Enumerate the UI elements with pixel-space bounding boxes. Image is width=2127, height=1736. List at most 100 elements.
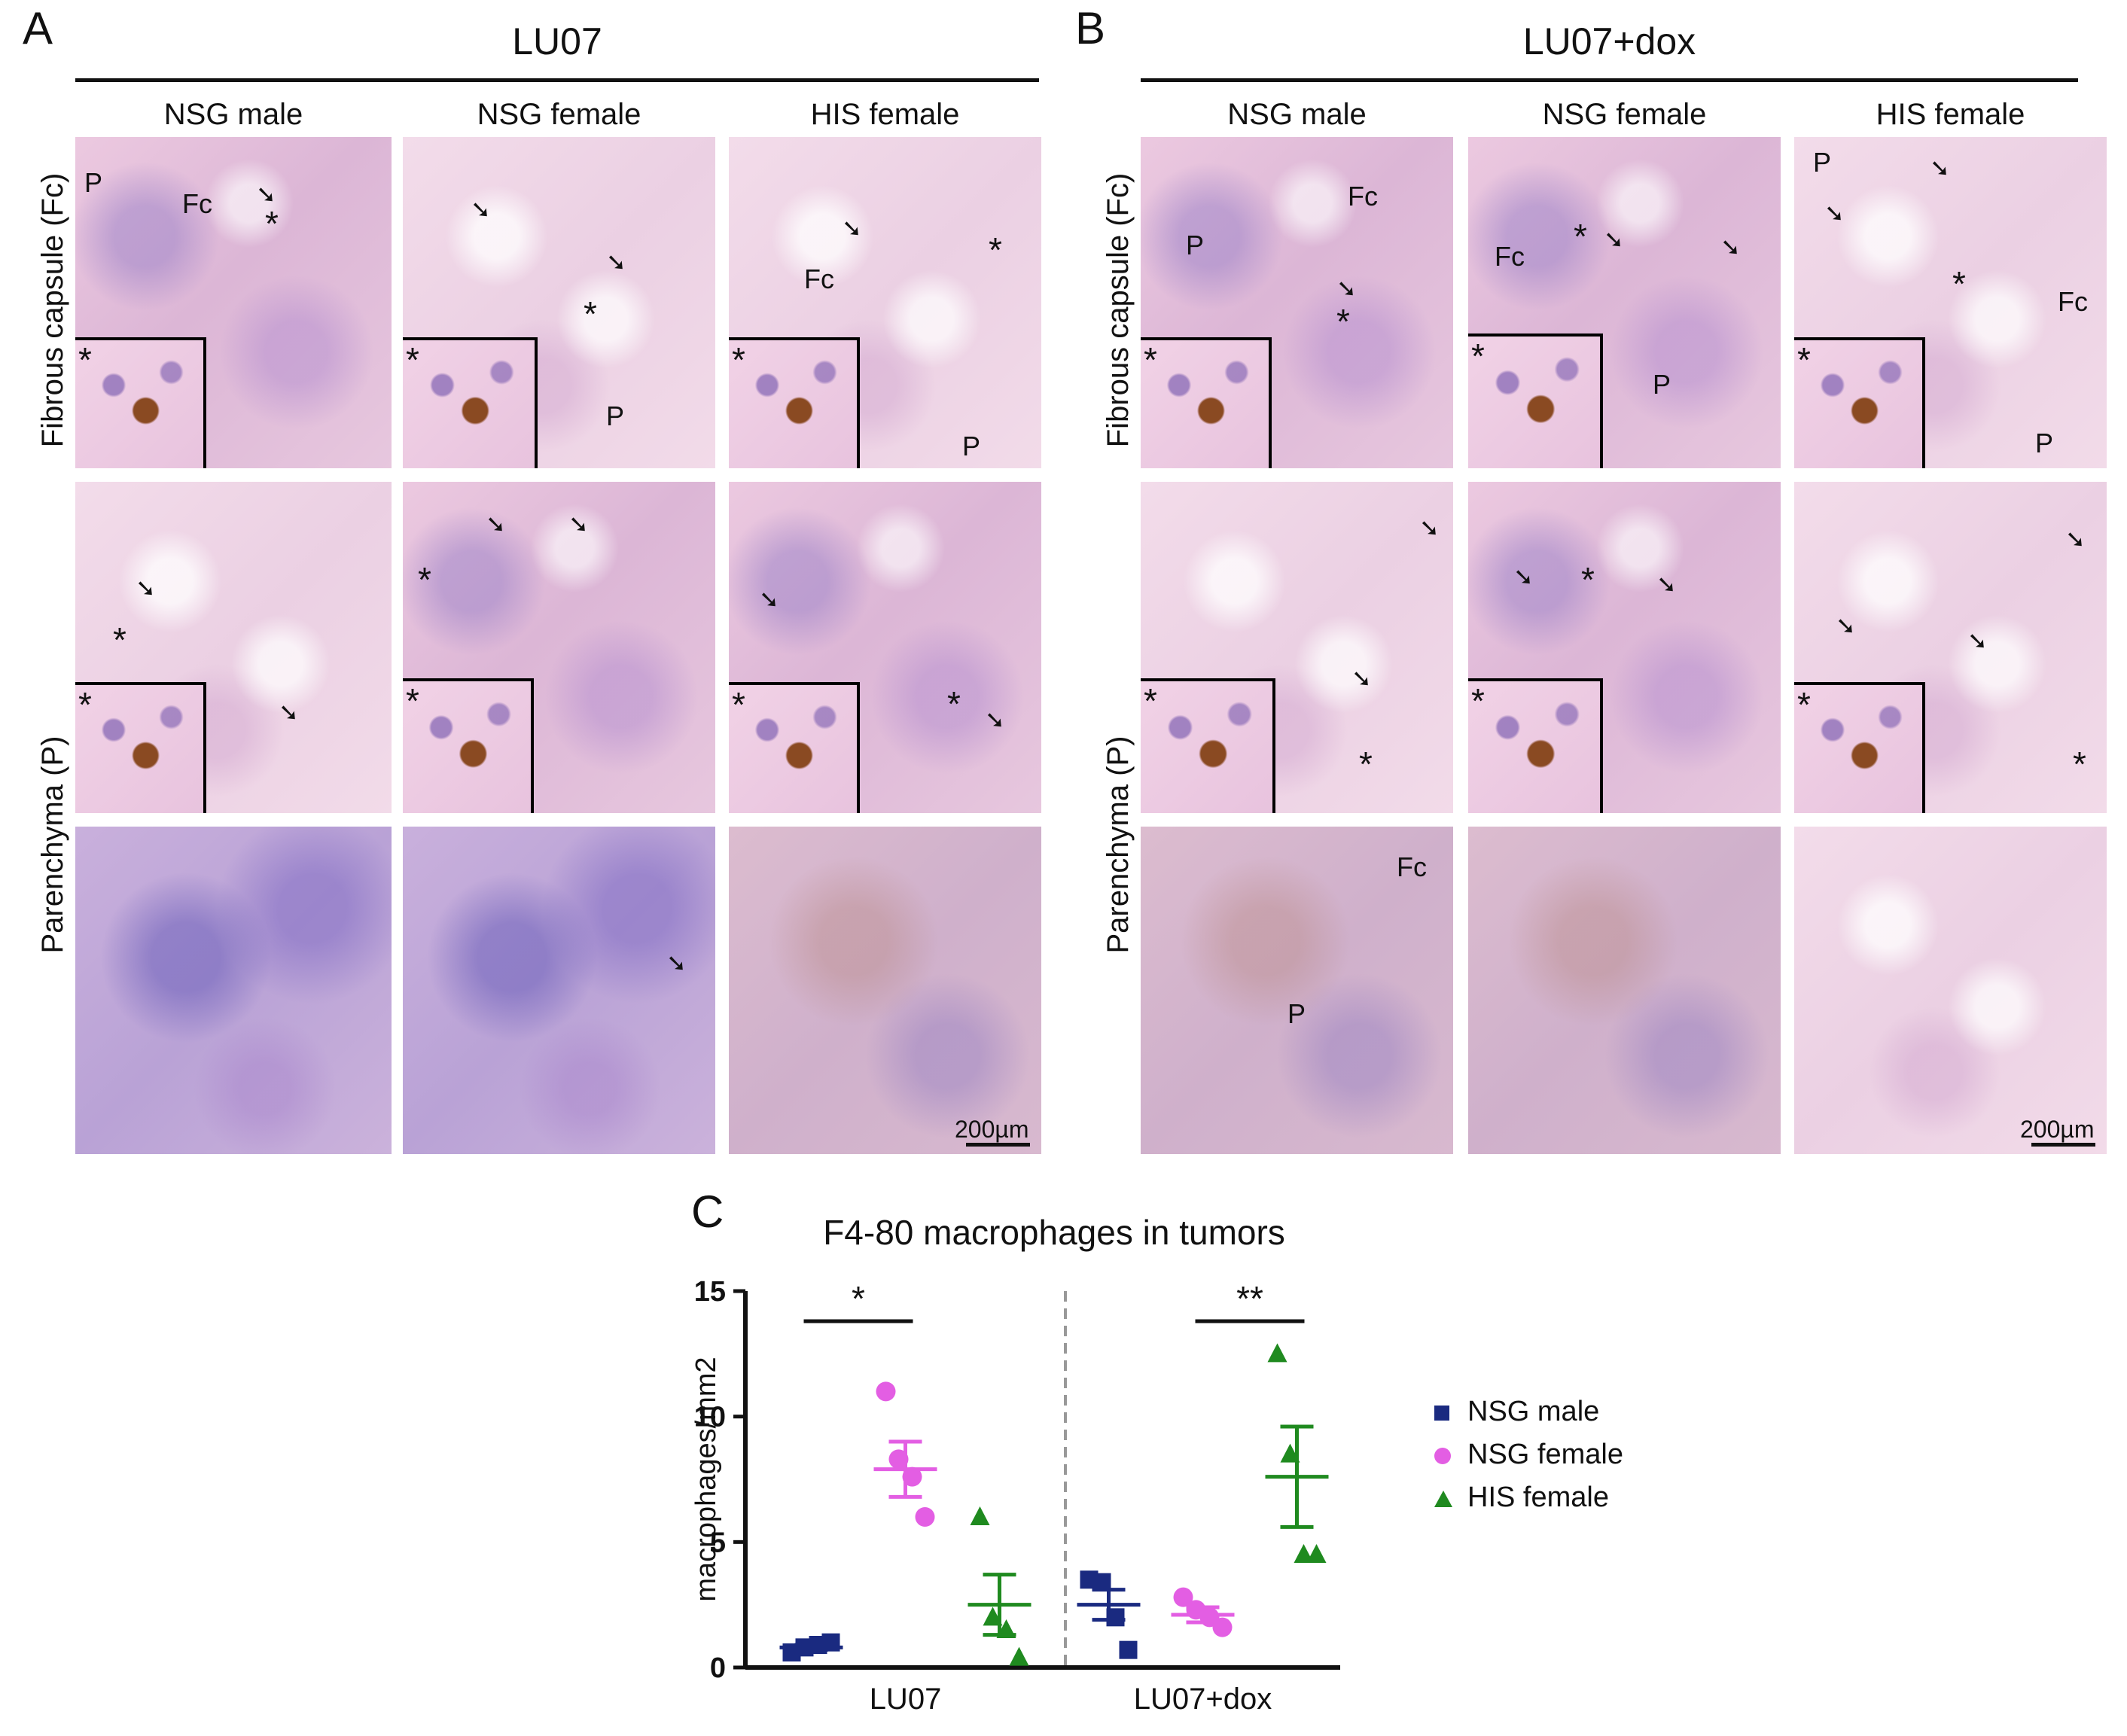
data-point-triangle xyxy=(1009,1646,1029,1666)
tile-label-p: P xyxy=(2035,428,2054,458)
tile-star: * xyxy=(1581,560,1595,599)
tile-arrow: ➘ xyxy=(759,586,779,613)
tile-inset: * xyxy=(729,682,860,813)
tile-inset: * xyxy=(403,337,538,468)
legend-nsg-female: NSG female xyxy=(1434,1439,1623,1470)
scale-bar-label: 200µm xyxy=(955,1116,1029,1143)
tile-label-p: P xyxy=(962,431,981,461)
tile-star: * xyxy=(2073,745,2086,784)
row-label-a-parenchyma: Parenchyma (P) xyxy=(36,736,69,954)
panel-a-letter: A xyxy=(23,3,53,53)
tile-inset: * xyxy=(403,678,534,813)
tile-a-fc-nsg-female: ➘ ➘ * P * xyxy=(403,137,715,468)
data-point-triangle xyxy=(970,1506,990,1525)
inset-star: * xyxy=(1144,340,1157,379)
tile-star: * xyxy=(584,294,597,333)
tile-label-fc: Fc xyxy=(2058,286,2088,317)
tile-arrow: ➘ xyxy=(606,248,626,276)
row-label-a-fibrous-capsule: Fibrous capsule (Fc) xyxy=(36,172,69,448)
tile-arrow: ➘ xyxy=(2065,525,2086,553)
inset-star: * xyxy=(1797,685,1811,724)
tile-label-p: P xyxy=(1186,230,1205,260)
col-header-b-nsg-female: NSG female xyxy=(1542,98,1707,131)
tile-star: * xyxy=(1574,217,1587,256)
panel-b-rule xyxy=(1141,78,2078,82)
col-header-b-his-female: HIS female xyxy=(1876,98,2025,131)
tile-arrow: ➘ xyxy=(279,699,299,726)
tile-arrow: ➘ xyxy=(1513,563,1534,590)
tile-arrow: ➘ xyxy=(471,196,491,223)
data-point-circle xyxy=(915,1507,935,1527)
inset-star: * xyxy=(732,340,745,379)
tile-a-fc-his-female: Fc ➘ * P * xyxy=(729,137,1041,468)
tile-arrow: ➘ xyxy=(1836,612,1856,639)
chart-title: F4-80 macrophages in tumors xyxy=(823,1213,1285,1252)
significance-label: * xyxy=(852,1279,865,1318)
tile-arrow: ➘ xyxy=(666,949,687,976)
scale-bar-label: 200µm xyxy=(2020,1116,2095,1143)
tile-label-fc: Fc xyxy=(804,263,834,294)
panel-b-title: LU07+dox xyxy=(1522,20,1696,62)
legend-triangle-icon xyxy=(1434,1490,1452,1507)
tile-a-overview-nsg-male xyxy=(75,827,392,1154)
scale-bar xyxy=(966,1143,1030,1147)
tile-inset: * xyxy=(75,682,206,813)
legend-circle-icon xyxy=(1434,1447,1451,1464)
tile-b-p-his-female: ➘ ➘ ➘ * * xyxy=(1794,482,2107,813)
tile-arrow: ➘ xyxy=(1656,571,1677,598)
tile-label-fc: Fc xyxy=(182,188,212,219)
panel-a-title: LU07 xyxy=(512,20,602,62)
tile-label-p: P xyxy=(1287,998,1306,1029)
tile-b-fc-nsg-male: P Fc * ➘ * xyxy=(1141,137,1453,468)
legend-square-icon xyxy=(1434,1405,1449,1421)
tile-inset: * xyxy=(1468,678,1603,813)
y-tick-label: 5 xyxy=(710,1527,726,1558)
tile-label-p: P xyxy=(84,167,103,198)
legend-nsg-male: NSG male xyxy=(1434,1396,1599,1427)
tile-a-p-nsg-male: ➘ * ➘ * xyxy=(75,482,392,813)
tile-a-overview-his-female: 200µm xyxy=(729,827,1041,1154)
tile-arrow: ➘ xyxy=(568,510,589,538)
tile-arrow: ➘ xyxy=(1419,514,1440,541)
tile-arrow: ➘ xyxy=(1604,226,1624,253)
data-point-circle xyxy=(1173,1587,1193,1607)
tile-star: * xyxy=(418,560,431,599)
tile-inset: * xyxy=(1141,337,1272,468)
row-label-b-fibrous-capsule: Fibrous capsule (Fc) xyxy=(1102,172,1135,448)
tile-b-overview-nsg-female xyxy=(1468,827,1781,1154)
tile-inset: * xyxy=(1794,682,1925,813)
col-header-a-his-female: HIS female xyxy=(810,98,960,131)
inset-star: * xyxy=(406,340,419,379)
y-tick-label: 0 xyxy=(710,1652,726,1684)
inset-star: * xyxy=(78,340,92,379)
tile-b-overview-nsg-male: Fc P xyxy=(1141,827,1453,1154)
tile-b-overview-his-female: 200µm xyxy=(1794,827,2107,1154)
tile-label-fc: Fc xyxy=(1495,241,1525,272)
panel-b-letter: B xyxy=(1075,3,1106,53)
tile-a-fc-nsg-male: P Fc * ➘ * xyxy=(75,137,392,468)
tile-arrow: ➘ xyxy=(1824,199,1845,227)
tile-label-fc: Fc xyxy=(1348,181,1378,212)
y-axis-label: macrophages/mm2 xyxy=(690,1357,722,1601)
tile-star: * xyxy=(265,204,279,243)
tile-star: * xyxy=(1359,745,1373,784)
data-point-triangle xyxy=(1267,1343,1287,1363)
tile-arrow: ➘ xyxy=(256,181,276,208)
tile-b-fc-nsg-female: Fc * ➘ ➘ P * xyxy=(1468,137,1781,468)
tile-label-p: P xyxy=(1653,369,1671,400)
panel-c-letter: C xyxy=(691,1186,724,1237)
row-label-b-parenchyma: Parenchyma (P) xyxy=(1102,736,1135,954)
x-group-label: LU07+dox xyxy=(1134,1683,1272,1716)
tile-inset: * xyxy=(1794,337,1925,468)
data-point-circle xyxy=(876,1381,896,1402)
scale-bar xyxy=(2031,1143,2095,1147)
data-point-triangle xyxy=(1306,1544,1327,1563)
tile-arrow: ➘ xyxy=(1967,627,1988,654)
tile-inset: * xyxy=(729,337,860,468)
tile-star: * xyxy=(1336,302,1350,341)
tile-inset: * xyxy=(1468,333,1603,468)
col-header-a-nsg-male: NSG male xyxy=(163,98,303,131)
inset-star: * xyxy=(1471,681,1485,720)
tile-inset: * xyxy=(1141,678,1275,813)
